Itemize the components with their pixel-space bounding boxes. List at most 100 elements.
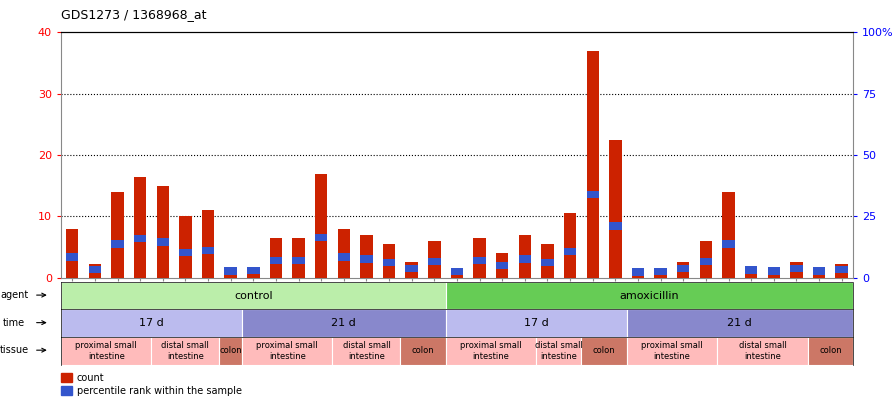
Bar bbox=[332, 337, 401, 365]
Bar bbox=[66, 229, 79, 278]
Bar bbox=[519, 235, 531, 278]
Bar bbox=[722, 192, 735, 278]
Bar bbox=[632, 269, 644, 276]
Bar bbox=[496, 262, 508, 269]
Bar bbox=[242, 309, 445, 337]
Bar bbox=[360, 235, 373, 278]
Bar bbox=[768, 267, 780, 275]
Bar bbox=[224, 267, 237, 275]
Bar bbox=[179, 216, 192, 278]
Bar bbox=[473, 238, 486, 278]
Bar bbox=[292, 256, 305, 264]
Text: time: time bbox=[3, 318, 25, 328]
Bar bbox=[428, 258, 441, 265]
Bar bbox=[157, 238, 169, 245]
Bar bbox=[89, 266, 101, 273]
Text: percentile rank within the sample: percentile rank within the sample bbox=[77, 386, 242, 396]
Bar bbox=[587, 191, 599, 198]
Bar bbox=[66, 253, 79, 261]
Bar bbox=[835, 264, 848, 278]
Bar bbox=[445, 337, 536, 365]
Bar bbox=[473, 256, 486, 264]
Text: amoxicillin: amoxicillin bbox=[619, 291, 679, 301]
Bar bbox=[700, 241, 712, 278]
Bar bbox=[247, 267, 260, 278]
Text: proximal small
intestine: proximal small intestine bbox=[75, 341, 137, 360]
Bar bbox=[315, 234, 327, 241]
Text: 17 d: 17 d bbox=[139, 318, 164, 328]
Bar bbox=[292, 238, 305, 278]
Bar bbox=[134, 235, 146, 243]
Text: proximal small
intestine: proximal small intestine bbox=[642, 341, 702, 360]
Bar bbox=[247, 266, 260, 274]
Bar bbox=[270, 238, 282, 278]
Text: proximal small
intestine: proximal small intestine bbox=[256, 341, 318, 360]
Bar bbox=[451, 271, 463, 278]
Bar bbox=[315, 173, 327, 278]
Text: 21 d: 21 d bbox=[332, 318, 357, 328]
Bar bbox=[632, 272, 644, 278]
Text: count: count bbox=[77, 373, 105, 383]
Bar bbox=[717, 337, 807, 365]
Bar bbox=[61, 386, 72, 395]
Bar bbox=[242, 337, 332, 365]
Bar bbox=[111, 241, 124, 248]
Bar bbox=[609, 222, 622, 230]
Text: distal small
intestine: distal small intestine bbox=[161, 341, 210, 360]
Bar bbox=[745, 266, 757, 278]
Bar bbox=[790, 262, 803, 278]
Bar bbox=[383, 259, 395, 266]
Text: colon: colon bbox=[411, 346, 435, 355]
Text: agent: agent bbox=[0, 290, 29, 300]
Text: control: control bbox=[234, 291, 272, 301]
Bar bbox=[582, 337, 626, 365]
Bar bbox=[519, 256, 531, 263]
Text: distal small
intestine: distal small intestine bbox=[535, 341, 582, 360]
Bar bbox=[626, 337, 717, 365]
Text: proximal small
intestine: proximal small intestine bbox=[460, 341, 521, 360]
Bar bbox=[564, 213, 576, 278]
Bar bbox=[745, 266, 757, 273]
Text: colon: colon bbox=[819, 346, 841, 355]
Bar bbox=[179, 249, 192, 256]
Bar bbox=[151, 337, 220, 365]
Bar bbox=[445, 282, 853, 309]
Bar bbox=[541, 259, 554, 266]
Bar bbox=[700, 258, 712, 265]
Bar bbox=[61, 373, 72, 382]
Text: 17 d: 17 d bbox=[524, 318, 548, 328]
Text: distal small
intestine: distal small intestine bbox=[342, 341, 391, 360]
Bar bbox=[445, 309, 626, 337]
Bar bbox=[134, 177, 146, 278]
Text: colon: colon bbox=[593, 346, 616, 355]
Bar bbox=[338, 253, 350, 261]
Bar bbox=[383, 244, 395, 278]
Bar bbox=[626, 309, 853, 337]
Bar bbox=[807, 337, 853, 365]
Bar bbox=[813, 267, 825, 275]
Bar bbox=[790, 265, 803, 273]
Bar bbox=[835, 266, 848, 273]
Bar bbox=[61, 309, 242, 337]
Bar bbox=[609, 140, 622, 278]
Bar bbox=[61, 337, 151, 365]
Bar bbox=[587, 51, 599, 278]
Bar bbox=[536, 337, 582, 365]
Text: GDS1273 / 1368968_at: GDS1273 / 1368968_at bbox=[61, 8, 206, 21]
Bar bbox=[61, 282, 445, 309]
Bar bbox=[270, 256, 282, 264]
Bar bbox=[220, 337, 242, 365]
Bar bbox=[677, 262, 690, 278]
Bar bbox=[89, 264, 101, 278]
Bar bbox=[813, 269, 825, 278]
Bar bbox=[541, 244, 554, 278]
Bar bbox=[451, 268, 463, 275]
Bar bbox=[401, 337, 445, 365]
Bar bbox=[406, 262, 418, 278]
Bar bbox=[564, 248, 576, 255]
Text: distal small
intestine: distal small intestine bbox=[738, 341, 787, 360]
Bar bbox=[654, 268, 667, 275]
Bar bbox=[722, 241, 735, 248]
Bar bbox=[406, 265, 418, 273]
Bar bbox=[338, 229, 350, 278]
